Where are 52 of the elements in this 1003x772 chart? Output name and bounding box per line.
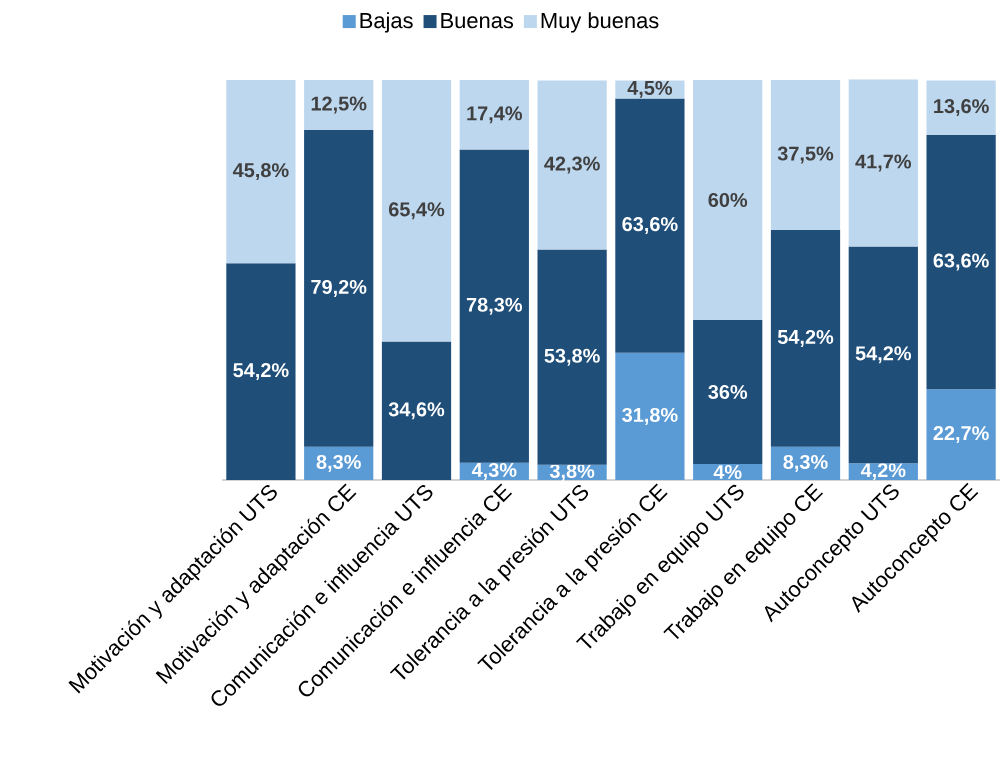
data-label: 31,8% [622, 407, 678, 425]
data-label: 53,8% [544, 348, 600, 366]
bar [381, 79, 452, 342]
bar [615, 352, 685, 480]
data-label: 54,2% [233, 363, 289, 381]
bar [381, 341, 452, 480]
bar [926, 389, 996, 480]
data-label: 63,6% [622, 217, 678, 235]
data-label: 79,2% [311, 279, 367, 297]
bar [693, 319, 763, 464]
data-label: 4,5% [627, 80, 673, 98]
data-label: 54,2% [855, 346, 912, 364]
data-label: 42,3% [544, 156, 600, 174]
data-label: 4,3% [471, 462, 517, 480]
legend-label: Muy buenas [541, 12, 659, 33]
bar [693, 79, 763, 320]
data-label: 22,7% [933, 426, 989, 444]
bar [459, 149, 529, 463]
bar [615, 98, 685, 353]
data-label: 4,2% [860, 463, 906, 481]
bar [226, 79, 296, 264]
data-label: 13,6% [934, 99, 989, 117]
bar [770, 229, 841, 447]
data-label: 63,6% [933, 253, 989, 271]
data-label: 78,3% [466, 297, 523, 315]
data-label: 8,3% [316, 454, 361, 472]
bar [304, 129, 374, 447]
bar [770, 79, 841, 230]
data-label: 34,6% [388, 402, 445, 420]
data-label: 8,3% [783, 454, 828, 472]
bar [848, 246, 918, 464]
bar [926, 80, 996, 135]
bar [459, 79, 529, 150]
bar [537, 80, 607, 250]
data-label: 60% [708, 192, 748, 208]
data-label: 54,2% [777, 329, 834, 347]
data-label: 36% [708, 384, 748, 400]
data-label: 45,8% [232, 163, 289, 181]
data-label: 65,4% [388, 202, 445, 220]
bar [848, 79, 918, 247]
bar [926, 134, 996, 390]
data-label: 41,7% [855, 154, 912, 172]
data-label: 4% [713, 464, 742, 479]
bar [226, 263, 296, 480]
bar [537, 249, 607, 465]
legend-label: Bajas [360, 12, 413, 33]
data-label: 17,4% [467, 106, 523, 124]
data-label: 3,8% [549, 463, 595, 481]
legend-label: Buenas [441, 12, 514, 29]
data-label: 37,5% [777, 146, 834, 164]
data-label: 12,5% [311, 96, 367, 114]
bar [304, 79, 374, 130]
